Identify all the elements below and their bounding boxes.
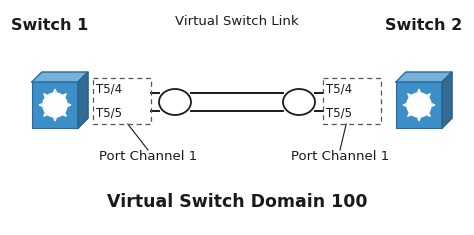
Polygon shape (442, 72, 452, 128)
FancyBboxPatch shape (396, 82, 442, 128)
Bar (93, 78, 151, 124)
Polygon shape (32, 72, 88, 82)
Ellipse shape (159, 89, 191, 115)
Text: Virtual Switch Domain 100: Virtual Switch Domain 100 (107, 193, 367, 211)
Text: Switch 2: Switch 2 (385, 18, 463, 33)
Text: T5/5: T5/5 (326, 106, 352, 120)
Polygon shape (78, 72, 88, 128)
Text: Virtual Switch Link: Virtual Switch Link (175, 15, 299, 28)
Text: Port Channel 1: Port Channel 1 (99, 150, 197, 163)
Circle shape (407, 93, 431, 117)
Ellipse shape (283, 89, 315, 115)
FancyBboxPatch shape (32, 82, 78, 128)
Circle shape (43, 93, 67, 117)
Polygon shape (396, 72, 452, 82)
Bar (323, 78, 381, 124)
Text: Switch 1: Switch 1 (11, 18, 89, 33)
Text: T5/5: T5/5 (96, 106, 122, 120)
Text: T5/4: T5/4 (96, 82, 122, 95)
Text: T5/4: T5/4 (326, 82, 352, 95)
Text: Port Channel 1: Port Channel 1 (291, 150, 389, 163)
